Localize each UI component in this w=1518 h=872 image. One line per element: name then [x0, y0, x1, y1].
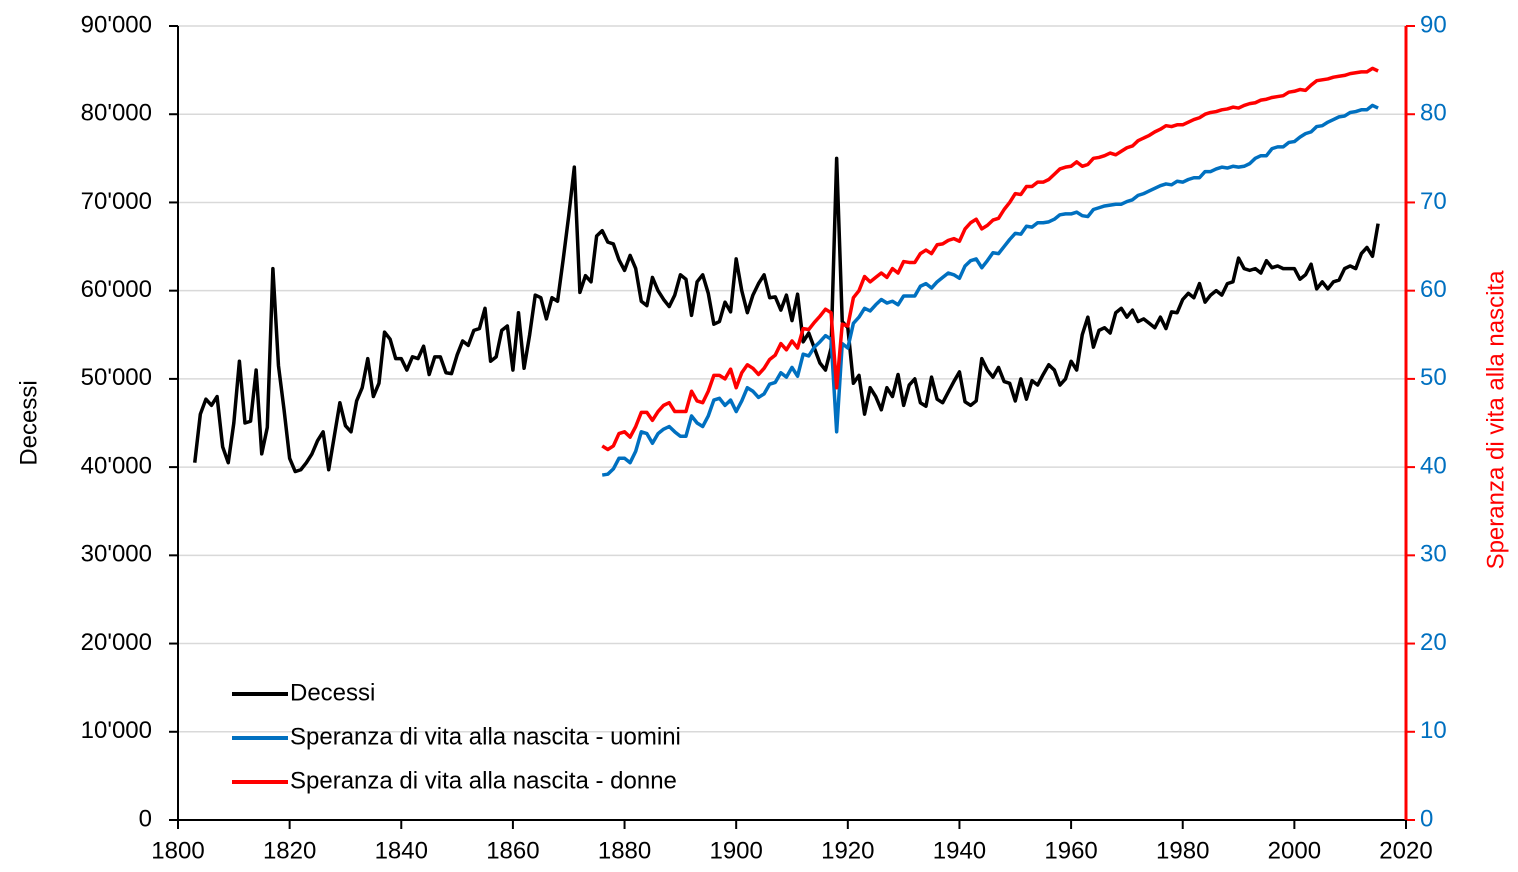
- y-tick-label: 10'000: [81, 717, 152, 744]
- y2-tick-label: 80: [1420, 100, 1447, 127]
- x-tick-label: 1920: [821, 837, 874, 864]
- y2-tick-label: 0: [1420, 805, 1433, 832]
- y-tick-label: 50'000: [81, 364, 152, 391]
- x-tick-label: 1900: [709, 837, 762, 864]
- y2-tick-label: 70: [1420, 188, 1447, 215]
- y2-tick-label: 50: [1420, 364, 1447, 391]
- y-tick-label: 80'000: [81, 100, 152, 127]
- y2-tick-label: 10: [1420, 717, 1447, 744]
- y2-tick-label: 30: [1420, 541, 1447, 568]
- y2-tick-label: 20: [1420, 629, 1447, 656]
- y-axis-label: Decessi: [15, 380, 42, 465]
- y-tick-label: 30'000: [81, 541, 152, 568]
- x-tick-label: 1880: [598, 837, 651, 864]
- y-tick-label: 0: [139, 805, 152, 832]
- y2-tick-label: 90: [1420, 11, 1447, 38]
- y2-axis-label: Speranza di vita alla nascita: [1482, 270, 1509, 569]
- data-line: [193, 156, 1380, 474]
- y-tick-label: 20'000: [81, 629, 152, 656]
- legend-label: Speranza di vita alla nascita - uomini: [290, 723, 681, 750]
- data-line: [601, 103, 1379, 477]
- x-tick-label: 1980: [1156, 837, 1209, 864]
- y-tick-label: 90'000: [81, 11, 152, 38]
- x-tick-label: 1860: [486, 837, 539, 864]
- y-tick-label: 40'000: [81, 452, 152, 479]
- data-line: [601, 66, 1379, 452]
- y2-tick-label: 60: [1420, 276, 1447, 303]
- y2-tick-label: 40: [1420, 452, 1447, 479]
- legend-label: Speranza di vita alla nascita - donne: [290, 767, 677, 794]
- x-tick-label: 1820: [263, 837, 316, 864]
- y-tick-label: 70'000: [81, 188, 152, 215]
- legend-label: Decessi: [290, 679, 375, 706]
- x-tick-label: 1940: [933, 837, 986, 864]
- x-tick-label: 1840: [375, 837, 428, 864]
- x-tick-label: 1960: [1044, 837, 1097, 864]
- x-tick-label: 2020: [1379, 837, 1432, 864]
- x-tick-label: 2000: [1268, 837, 1321, 864]
- x-tick-label: 1800: [151, 837, 204, 864]
- y-tick-label: 60'000: [81, 276, 152, 303]
